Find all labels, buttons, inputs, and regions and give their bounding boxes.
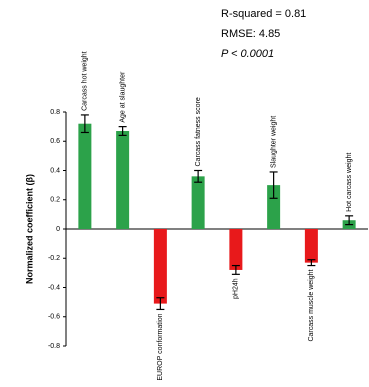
annotation: P < 0.0001 (221, 48, 274, 60)
y-tick-label: 0.6 (50, 138, 60, 145)
category-label: Carcass fatness score (195, 97, 202, 166)
y-tick-label: 0.2 (50, 197, 60, 204)
category-label: Carcass hot weight (82, 51, 89, 111)
y-tick-label: -0.4 (48, 284, 60, 291)
y-tick-label: -0.8 (48, 343, 60, 350)
category-label: Slaughter weight (270, 116, 277, 168)
bar (78, 123, 92, 229)
category-label: EUROP conformation (157, 313, 164, 380)
category-label: Age at slaughter (119, 71, 126, 123)
category-label: Hot carcass weight (346, 153, 353, 212)
y-tick-label: 0.8 (50, 109, 60, 116)
y-tick-label: 0.4 (50, 167, 60, 174)
annotation: RMSE: 4.85 (221, 28, 280, 40)
category-label: Carcass muscle weight (308, 270, 315, 342)
bar (191, 176, 205, 229)
annotation: R-squared = 0.81 (221, 8, 306, 20)
y-axis-label: Normalized coefficient (β) (24, 174, 34, 284)
bar (153, 229, 167, 304)
y-tick-label: -0.6 (48, 314, 60, 321)
y-tick-label: -0.2 (48, 255, 60, 262)
bar (229, 229, 243, 270)
y-tick-label: 0 (56, 226, 60, 233)
bar (304, 229, 318, 263)
bar (116, 131, 130, 229)
category-label: pH24h (233, 278, 240, 299)
bar (267, 185, 281, 229)
